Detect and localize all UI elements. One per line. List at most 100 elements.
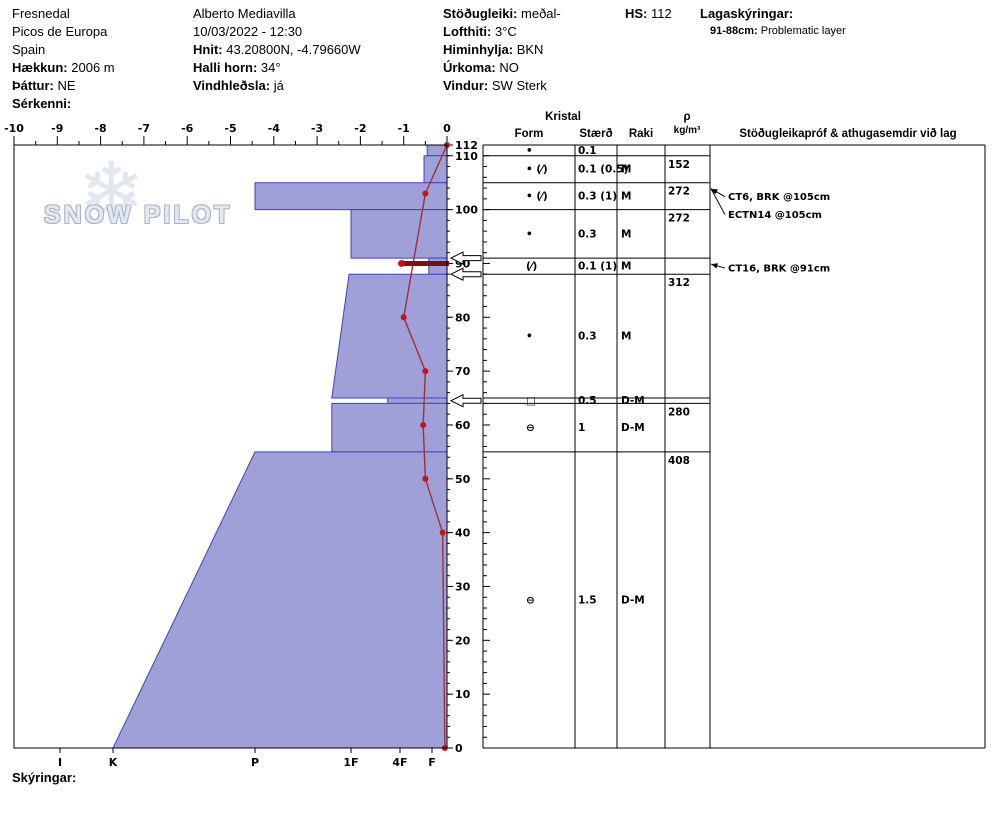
hardness-axis-label: I	[58, 756, 62, 769]
hs-value: 112	[651, 6, 672, 21]
cell-crystal-form: •	[526, 228, 533, 240]
test-connector-line	[710, 188, 726, 215]
sky-label: Himinhylja:	[443, 42, 514, 57]
windload-label: Vindhleðsla:	[193, 78, 271, 93]
header-hs: HS: 112	[625, 5, 672, 23]
cell-density: 408	[668, 455, 690, 467]
sky-value: BKN	[516, 42, 544, 57]
windload-value: já	[273, 78, 284, 93]
wind-label: Vindur:	[443, 78, 489, 93]
temp-axis-label: 0	[443, 122, 451, 135]
cell-wetness: M	[621, 191, 631, 203]
chart-frame	[13, 144, 448, 749]
hardness-axis-label: 4F	[392, 756, 407, 769]
temperature-line	[402, 144, 448, 749]
elevation-value: 2006 m	[71, 60, 115, 75]
cell-crystal-size: 1	[578, 422, 585, 434]
wind-row: Vindur: SW Sterk	[443, 77, 561, 95]
snow-layer	[350, 209, 448, 259]
test-result-label: ECTN14 @105cm	[728, 210, 822, 221]
temperature-point	[422, 190, 429, 197]
observer-name: Alberto Mediavilla	[193, 6, 296, 21]
height-axis-label: 40	[455, 527, 471, 540]
cell-wetness: D-M	[621, 395, 645, 407]
test-result-label: CT6, BRK @105cm	[728, 192, 830, 203]
header-location: Fresnedal Picos de Europa Spain Hækkun: …	[12, 5, 115, 113]
layer-notes-title: Lagaskýringar:	[700, 5, 846, 23]
hardness-axis-label: P	[251, 756, 259, 769]
observation-datetime: 10/03/2022 - 12:30	[193, 24, 303, 39]
cell-crystal-form: • (⁄)	[526, 164, 548, 176]
hardness-axis-label: 1F	[343, 756, 358, 769]
height-axis-label: 60	[455, 419, 471, 432]
col-density-symbol-header: ρ	[683, 111, 690, 123]
temp-axis-label: -4	[268, 122, 281, 135]
height-axis-label: 70	[455, 365, 471, 378]
hs-row: HS: 112	[625, 5, 672, 23]
coords-value: 43.20800N, -4.79660W	[226, 42, 361, 57]
cell-crystal-size: 0.5	[578, 395, 597, 407]
temperature-point	[439, 529, 446, 536]
header-layer-notes: Lagaskýringar: 91-88cm: Problematic laye…	[700, 5, 846, 39]
sky-row: Himinhylja: BKN	[443, 41, 561, 59]
legend-label: Skýringar:	[12, 770, 77, 785]
cell-crystal-form: •	[526, 331, 533, 343]
chart-dynamic-content: -10-9-8-7-6-5-4-3-2-10112110100908070605…	[4, 122, 830, 769]
slope-value: 34°	[260, 60, 281, 75]
aspect-value: NE	[57, 78, 76, 93]
concern-marker-dot	[398, 259, 406, 267]
snow-layer	[254, 182, 448, 211]
cell-density: 152	[668, 159, 690, 171]
slope-label: Halli horn:	[193, 60, 258, 75]
height-axis-label: 0	[455, 742, 463, 755]
temp-axis-label: -9	[51, 122, 63, 135]
temp-axis-label: -7	[138, 122, 150, 135]
temperature-point	[422, 475, 429, 482]
stability-label: Stöðugleiki:	[443, 6, 518, 21]
hardness-axis-label: F	[428, 756, 436, 769]
stability-row: Stöðugleiki: meðal-	[443, 5, 561, 23]
snow-layer	[387, 397, 448, 404]
aspect-row: Þáttur: NE	[12, 77, 115, 95]
cell-density: 312	[668, 277, 690, 289]
feature-row: Sérkenni:	[12, 95, 115, 113]
height-axis-label: 112	[455, 139, 478, 152]
height-axis-label: 100	[455, 204, 478, 217]
site-country: Spain	[12, 42, 46, 57]
height-axis-label: 30	[455, 580, 471, 593]
cell-crystal-form: ⊖	[526, 422, 535, 434]
height-axis-label: 20	[455, 634, 471, 647]
cell-wetness: D-M	[621, 422, 645, 434]
cell-crystal-size: 1.5	[578, 594, 597, 606]
logo-text: SNOW PILOT	[44, 201, 233, 229]
cell-crystal-form: • (⁄)	[526, 191, 548, 203]
layer-note: 91-88cm: Problematic layer	[700, 23, 846, 39]
stability-value: meðal-	[521, 6, 561, 21]
coords-row: Hnit: 43.20800N, -4.79660W	[193, 41, 361, 59]
table-frame	[482, 144, 986, 749]
cell-density: 272	[668, 213, 690, 225]
col-size-header: Stærð	[579, 128, 612, 140]
table-header: Kristal Form Stærð Raki ρ kg/m³ Stöðugle…	[515, 111, 957, 140]
height-axis-label: 110	[455, 150, 478, 163]
snow-layer	[112, 451, 448, 749]
temperature-point	[420, 421, 427, 428]
layer-flag-arrow-icon	[449, 267, 482, 282]
col-group-kristal: Kristal	[545, 111, 581, 123]
elevation-row: Hækkun: 2006 m	[12, 59, 115, 77]
temperature-point	[400, 314, 407, 321]
airtemp-row: Lofthiti: 3°C	[443, 23, 561, 41]
airtemp-label: Lofthiti:	[443, 24, 492, 39]
site-name: Fresnedal	[12, 6, 70, 21]
coords-label: Hnit:	[193, 42, 223, 57]
feature-label: Sérkenni:	[12, 96, 72, 111]
layer-table-rows: • 0.1• (⁄) 0.1 (0.5)M 152• (⁄) 0.3 (1) M 272• 0…	[483, 145, 710, 606]
layer-notes-label: Lagaskýringar:	[700, 6, 794, 21]
precip-row: Úrkoma: NO	[443, 59, 561, 77]
test-result-label: CT16, BRK @91cm	[728, 264, 830, 275]
col-density-unit-header: kg/m³	[674, 125, 701, 136]
col-comments-header: Stöðugleikapróf & athugasemdir við lag	[739, 128, 956, 140]
snowflake-icon: ❄	[78, 147, 146, 236]
